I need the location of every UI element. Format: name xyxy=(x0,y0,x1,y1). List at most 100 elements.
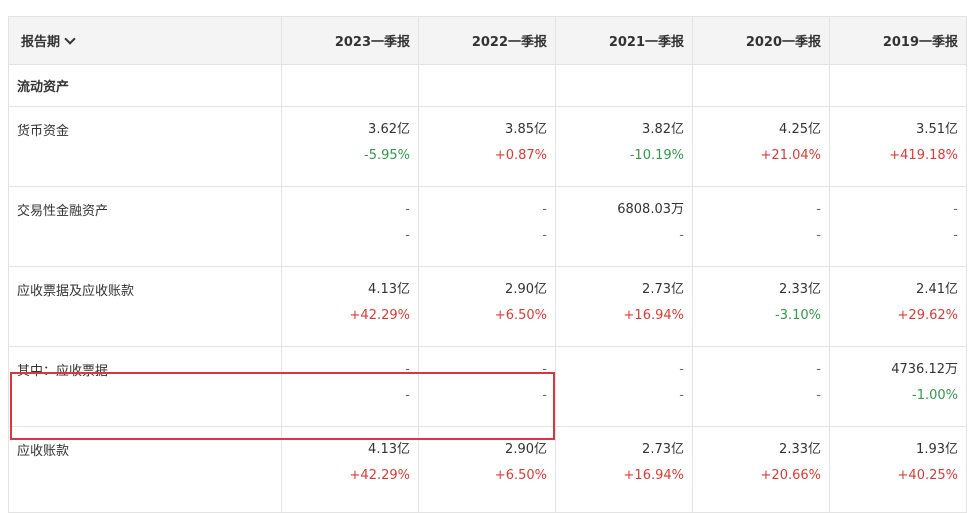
column-header-2020q1: 2020一季报 xyxy=(692,16,830,65)
empty-cell xyxy=(829,64,967,107)
cell-value: 1.93亿 xyxy=(916,442,958,457)
section-row: 流动资产 xyxy=(8,64,967,107)
cell-change: - xyxy=(542,228,547,243)
cell-value: - xyxy=(405,362,410,377)
cell-content: 3.51亿 +419.18% xyxy=(830,107,966,166)
cell-content: 3.82亿 -10.19% xyxy=(556,107,692,166)
cell-content: 2.33亿 -3.10% xyxy=(693,267,829,326)
report-period-label: 报告期 xyxy=(21,35,61,50)
cell-value: - xyxy=(679,362,684,377)
data-cell: -- xyxy=(555,346,693,427)
cell-change: - xyxy=(953,228,958,243)
row-label: 货币资金 xyxy=(8,106,282,187)
cell-value: - xyxy=(816,362,821,377)
cell-content: 4.13亿 +42.29% xyxy=(282,267,418,326)
table-row: 应收票据及应收账款 4.13亿 +42.29% 2.90亿 +6.50% 2.73亿 +16… xyxy=(8,266,967,347)
cell-change: - xyxy=(816,228,821,243)
data-cell: -- xyxy=(281,186,419,267)
empty-cell xyxy=(281,64,419,107)
data-cell: -- xyxy=(281,346,419,427)
cell-change: +42.29% xyxy=(349,468,410,483)
data-cell: -- xyxy=(829,186,967,267)
row-label: 交易性金融资产 xyxy=(8,186,282,267)
data-cell: 2.73亿 +16.94% xyxy=(555,426,693,513)
data-cell: 4.13亿 +42.29% xyxy=(281,266,419,347)
data-cell: 4736.12万 -1.00% xyxy=(829,346,967,427)
cell-change: +40.25% xyxy=(897,468,958,483)
cell-content: -- xyxy=(693,347,829,406)
cell-content: -- xyxy=(693,187,829,246)
cell-value: 4.25亿 xyxy=(779,122,821,137)
chevron-down-icon xyxy=(64,33,76,45)
report-period-dropdown[interactable]: 报告期 xyxy=(8,16,282,65)
cell-change: +20.66% xyxy=(760,468,821,483)
row-label: 应收账款 xyxy=(8,426,282,513)
cell-value: 2.73亿 xyxy=(642,282,684,297)
column-header-2019q1: 2019一季报 xyxy=(829,16,967,65)
row-label: 应收票据及应收账款 xyxy=(8,266,282,347)
data-cell: -- xyxy=(692,346,830,427)
cell-value: 2.90亿 xyxy=(505,282,547,297)
cell-content: 2.33亿 +20.66% xyxy=(693,427,829,486)
data-cell: 3.82亿 -10.19% xyxy=(555,106,693,187)
cell-change: +16.94% xyxy=(623,468,684,483)
column-header-2023q1: 2023一季报 xyxy=(281,16,419,65)
cell-change: -10.19% xyxy=(629,148,684,163)
cell-value: - xyxy=(405,202,410,217)
table-row: 其中：应收票据 - - - - - - - -4736.12万 -1.00% xyxy=(8,346,967,427)
cell-value: 2.33亿 xyxy=(779,442,821,457)
cell-content: 2.90亿 +6.50% xyxy=(419,427,555,486)
data-cell: 4.13亿 +42.29% xyxy=(281,426,419,513)
table-row: 货币资金 3.62亿 -5.95% 3.85亿 +0.87% 3.82亿 -10.19% 4.… xyxy=(8,106,967,187)
empty-cell xyxy=(692,64,830,107)
data-cell: 2.41亿 +29.62% xyxy=(829,266,967,347)
cell-content: 4.13亿 +42.29% xyxy=(282,427,418,486)
empty-cell xyxy=(555,64,693,107)
cell-change: -1.00% xyxy=(912,388,958,403)
column-header-2021q1: 2021一季报 xyxy=(555,16,693,65)
empty-cell xyxy=(418,64,556,107)
cell-value: 2.33亿 xyxy=(779,282,821,297)
cell-value: 2.73亿 xyxy=(642,442,684,457)
column-header-2022q1: 2022一季报 xyxy=(418,16,556,65)
cell-content: 2.73亿 +16.94% xyxy=(556,267,692,326)
data-cell: 2.33亿 -3.10% xyxy=(692,266,830,347)
table-row: 应收账款 4.13亿 +42.29% 2.90亿 +6.50% 2.73亿 +16.94% 2… xyxy=(8,426,967,513)
cell-change: +16.94% xyxy=(623,308,684,323)
cell-change: +21.04% xyxy=(760,148,821,163)
data-cell: -- xyxy=(692,186,830,267)
data-cell: 3.51亿 +419.18% xyxy=(829,106,967,187)
cell-content: 2.90亿 +6.50% xyxy=(419,267,555,326)
cell-change: +6.50% xyxy=(494,468,547,483)
data-cell: -- xyxy=(418,346,556,427)
cell-value: 4.13亿 xyxy=(368,282,410,297)
cell-change: - xyxy=(405,228,410,243)
data-cell: 1.93亿 +40.25% xyxy=(829,426,967,513)
cell-value: 2.41亿 xyxy=(916,282,958,297)
cell-change: - xyxy=(816,388,821,403)
row-label: 其中：应收票据 xyxy=(8,346,282,427)
table-body: 流动资产 货币资金 3.62亿 -5.95% 3.85亿 +0.87% 3.82亿 -10.… xyxy=(8,64,967,513)
cell-content: 4736.12万 -1.00% xyxy=(830,347,966,406)
cell-value: 3.85亿 xyxy=(505,122,547,137)
data-cell: 2.73亿 +16.94% xyxy=(555,266,693,347)
data-cell: 4.25亿 +21.04% xyxy=(692,106,830,187)
cell-value: - xyxy=(542,362,547,377)
cell-value: 6808.03万 xyxy=(617,202,684,217)
cell-content: -- xyxy=(419,187,555,246)
cell-content: 6808.03万 - xyxy=(556,187,692,246)
cell-value: 4.13亿 xyxy=(368,442,410,457)
cell-change: +6.50% xyxy=(494,308,547,323)
data-cell: 2.33亿 +20.66% xyxy=(692,426,830,513)
header-row: 报告期 2023一季报 2022一季报 2021一季报 2020一季报 2019… xyxy=(8,16,967,65)
data-cell: 2.90亿 +6.50% xyxy=(418,426,556,513)
cell-content: 4.25亿 +21.04% xyxy=(693,107,829,166)
cell-change: -5.95% xyxy=(364,148,410,163)
cell-content: 1.93亿 +40.25% xyxy=(830,427,966,486)
data-cell: 6808.03万 - xyxy=(555,186,693,267)
data-cell: 3.85亿 +0.87% xyxy=(418,106,556,187)
cell-content: 3.62亿 -5.95% xyxy=(282,107,418,166)
cell-value: - xyxy=(542,202,547,217)
cell-value: 4736.12万 xyxy=(891,362,958,377)
cell-change: -3.10% xyxy=(775,308,821,323)
